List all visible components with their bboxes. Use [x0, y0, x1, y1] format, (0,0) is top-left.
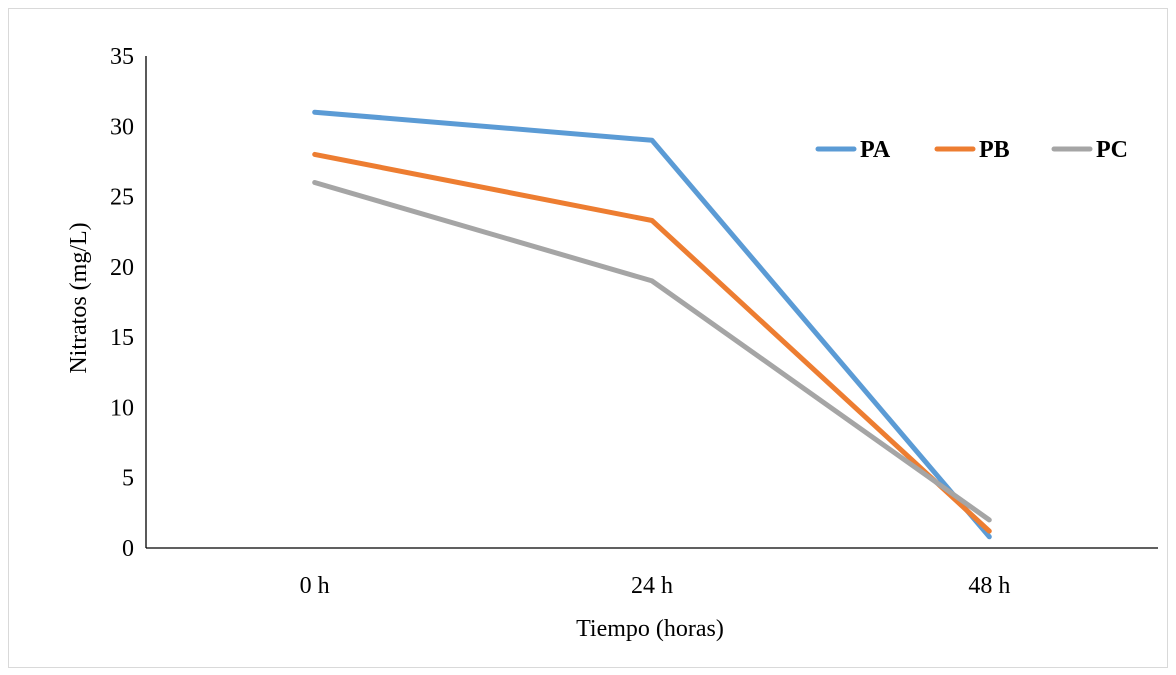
x-tick-label: 24 h	[631, 573, 673, 599]
series-line-pa	[312, 109, 992, 540]
x-tick-label: 48 h	[968, 573, 1010, 599]
y-tick-label: 15	[110, 325, 134, 351]
legend: PA PB PC	[815, 137, 1128, 163]
series-lines	[312, 109, 992, 540]
x-axis-ticks: 0 h 24 h 48 h	[300, 573, 1011, 599]
y-axis-title: Nitratos (mg/L)	[66, 222, 92, 373]
y-tick-label: 0	[122, 536, 134, 562]
y-tick-label: 35	[110, 44, 134, 70]
y-tick-label: 5	[122, 466, 134, 492]
series-line-pb	[312, 151, 992, 534]
legend-label-pa: PA	[860, 137, 891, 163]
chart-frame	[8, 8, 1168, 668]
y-axis-ticks: 0 5 10 15 20 25 30 35	[110, 44, 134, 562]
x-tick-label: 0 h	[300, 573, 330, 599]
legend-label-pb: PB	[979, 137, 1010, 163]
x-axis-title: Tiempo (horas)	[576, 616, 724, 642]
y-tick-label: 25	[110, 185, 134, 211]
y-tick-label: 30	[110, 114, 134, 140]
legend-label-pc: PC	[1096, 137, 1128, 163]
y-tick-label: 10	[110, 395, 134, 421]
y-tick-label: 20	[110, 255, 134, 281]
series-line-pc	[312, 180, 992, 523]
